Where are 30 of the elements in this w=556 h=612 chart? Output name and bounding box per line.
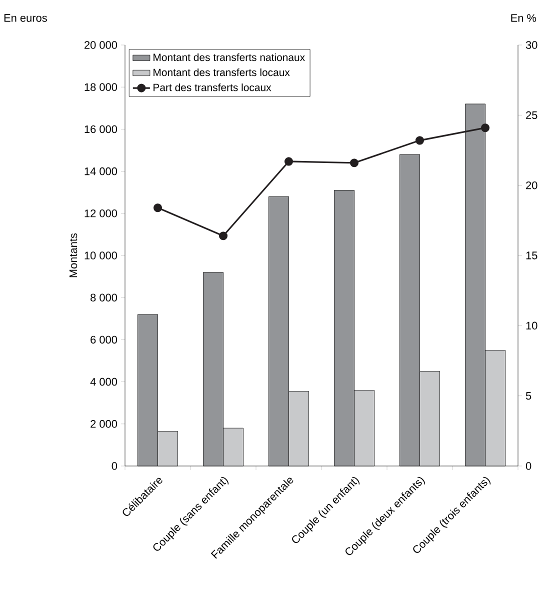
legend-label: Montant des transferts nationaux — [154, 53, 305, 62]
y-tick-label: 14 000 — [84, 167, 118, 176]
y2-tick-label: 25 — [526, 111, 538, 120]
point — [153, 203, 162, 212]
text: En % — [511, 14, 536, 22]
y2-tick-label: 15 — [526, 252, 538, 260]
point — [480, 124, 490, 132]
point — [415, 136, 424, 145]
y-tick-label: 12 000 — [84, 210, 118, 218]
point — [284, 157, 294, 166]
y2-tick-label: 0 — [526, 462, 532, 470]
y-tick-label: 18 000 — [84, 83, 118, 91]
y2-tick-label: 5 — [526, 392, 532, 400]
y-tick-label: 2 000 — [90, 420, 118, 428]
y-tick-label: 10 000 — [84, 252, 118, 260]
y2-tick-label: 20 — [526, 181, 538, 190]
text: En euros — [4, 14, 47, 22]
y2-tick-label: 10 — [526, 322, 538, 330]
legend-label: Part des transferts locaux — [154, 83, 272, 92]
point — [350, 158, 359, 168]
y-tick-label: 0 — [112, 462, 118, 470]
y-tick-label: 20 000 — [84, 41, 118, 49]
y-tick-label: 16 000 — [84, 125, 118, 134]
y-tick-label: 4 000 — [90, 378, 118, 386]
legend-label: Montant des transferts locaux — [154, 68, 290, 76]
y2-tick-label: 30 — [526, 41, 538, 49]
y-tick-label: 8 000 — [90, 294, 118, 302]
y-tick-label: 6 000 — [90, 336, 118, 344]
y-axis-title: Montants — [70, 233, 78, 278]
point — [218, 232, 228, 240]
